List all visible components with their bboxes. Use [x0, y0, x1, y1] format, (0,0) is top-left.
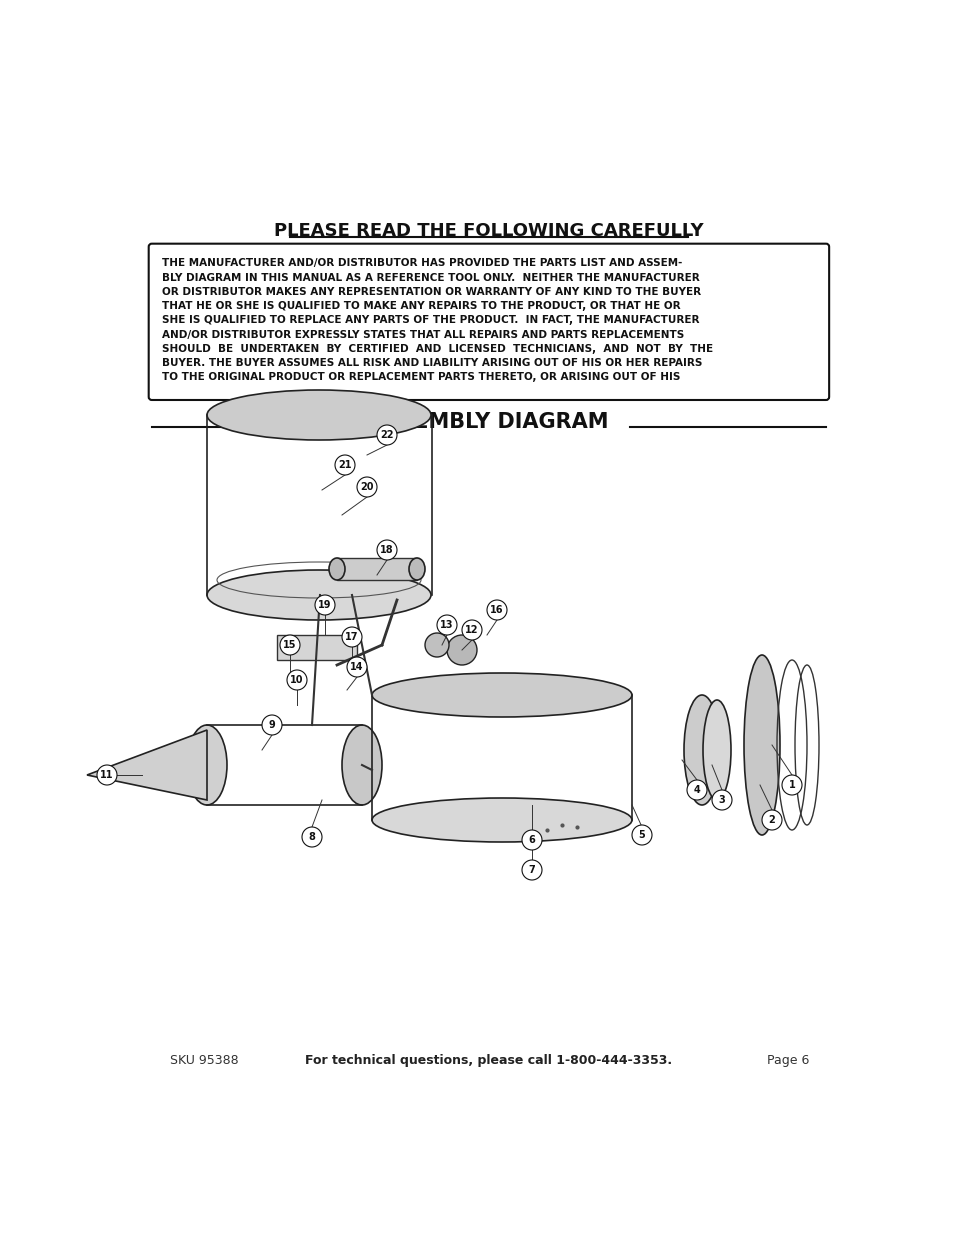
Text: 19: 19 — [318, 600, 332, 610]
Text: 12: 12 — [465, 625, 478, 635]
Ellipse shape — [207, 390, 431, 440]
Text: For technical questions, please call 1-800-444-3353.: For technical questions, please call 1-8… — [305, 1055, 672, 1067]
Text: 8: 8 — [308, 832, 315, 842]
Text: 15: 15 — [283, 640, 296, 650]
Circle shape — [486, 600, 506, 620]
Ellipse shape — [207, 571, 431, 620]
Ellipse shape — [683, 695, 720, 805]
Text: 17: 17 — [345, 632, 358, 642]
Ellipse shape — [743, 655, 780, 835]
Text: AND/OR DISTRIBUTOR EXPRESSLY STATES THAT ALL REPAIRS AND PARTS REPLACEMENTS: AND/OR DISTRIBUTOR EXPRESSLY STATES THAT… — [162, 330, 683, 340]
Text: 14: 14 — [350, 662, 363, 672]
Circle shape — [335, 454, 355, 475]
Circle shape — [521, 860, 541, 881]
Text: 16: 16 — [490, 605, 503, 615]
Text: 5: 5 — [638, 830, 644, 840]
Circle shape — [686, 781, 706, 800]
FancyBboxPatch shape — [149, 243, 828, 400]
Circle shape — [436, 615, 456, 635]
Circle shape — [314, 595, 335, 615]
Text: 9: 9 — [269, 720, 275, 730]
Circle shape — [302, 827, 322, 847]
FancyBboxPatch shape — [276, 635, 356, 659]
Text: 18: 18 — [380, 545, 394, 555]
Circle shape — [347, 657, 367, 677]
Circle shape — [711, 790, 731, 810]
Text: SHE IS QUALIFIED TO REPLACE ANY PARTS OF THE PRODUCT.  IN FACT, THE MANUFACTURER: SHE IS QUALIFIED TO REPLACE ANY PARTS OF… — [162, 315, 699, 325]
Circle shape — [287, 671, 307, 690]
Circle shape — [631, 825, 651, 845]
Text: 20: 20 — [360, 482, 374, 492]
Circle shape — [761, 810, 781, 830]
Circle shape — [280, 635, 299, 655]
Text: 1: 1 — [788, 781, 795, 790]
Ellipse shape — [341, 725, 381, 805]
Text: BLY DIAGRAM IN THIS MANUAL AS A REFERENCE TOOL ONLY.  NEITHER THE MANUFACTURER: BLY DIAGRAM IN THIS MANUAL AS A REFERENC… — [162, 273, 699, 283]
Ellipse shape — [372, 673, 631, 718]
Text: THE MANUFACTURER AND/OR DISTRIBUTOR HAS PROVIDED THE PARTS LIST AND ASSEM-: THE MANUFACTURER AND/OR DISTRIBUTOR HAS … — [162, 258, 681, 268]
Ellipse shape — [187, 725, 227, 805]
Ellipse shape — [424, 634, 449, 657]
Circle shape — [521, 830, 541, 850]
Circle shape — [262, 715, 282, 735]
Ellipse shape — [702, 700, 730, 800]
Ellipse shape — [409, 558, 424, 580]
Text: 6: 6 — [528, 835, 535, 845]
Circle shape — [356, 477, 376, 496]
Text: THAT HE OR SHE IS QUALIFIED TO MAKE ANY REPAIRS TO THE PRODUCT, OR THAT HE OR: THAT HE OR SHE IS QUALIFIED TO MAKE ANY … — [162, 301, 679, 311]
Text: SKU 95388: SKU 95388 — [170, 1055, 238, 1067]
Text: 21: 21 — [338, 459, 352, 471]
Text: 7: 7 — [528, 864, 535, 876]
Text: 3: 3 — [718, 795, 724, 805]
Text: TO THE ORIGINAL PRODUCT OR REPLACEMENT PARTS THERETO, OR ARISING OUT OF HIS: TO THE ORIGINAL PRODUCT OR REPLACEMENT P… — [162, 372, 679, 383]
Ellipse shape — [447, 635, 476, 664]
Ellipse shape — [329, 558, 345, 580]
Text: 2: 2 — [768, 815, 775, 825]
Text: OR DISTRIBUTOR MAKES ANY REPRESENTATION OR WARRANTY OF ANY KIND TO THE BUYER: OR DISTRIBUTOR MAKES ANY REPRESENTATION … — [162, 287, 700, 296]
Text: PLEASE READ THE FOLLOWING CAREFULLY: PLEASE READ THE FOLLOWING CAREFULLY — [274, 222, 703, 241]
Text: 4: 4 — [693, 785, 700, 795]
Text: 13: 13 — [439, 620, 454, 630]
Circle shape — [376, 540, 396, 559]
Polygon shape — [87, 730, 207, 800]
Circle shape — [376, 425, 396, 445]
Text: BUYER. THE BUYER ASSUMES ALL RISK AND LIABILITY ARISING OUT OF HIS OR HER REPAIR: BUYER. THE BUYER ASSUMES ALL RISK AND LI… — [162, 358, 701, 368]
Circle shape — [341, 627, 361, 647]
Text: Page 6: Page 6 — [766, 1055, 808, 1067]
Ellipse shape — [372, 798, 631, 842]
FancyBboxPatch shape — [336, 558, 416, 580]
Text: 11: 11 — [100, 769, 113, 781]
Circle shape — [781, 776, 801, 795]
Text: 22: 22 — [380, 430, 394, 440]
Text: 10: 10 — [290, 676, 303, 685]
Circle shape — [97, 764, 117, 785]
Circle shape — [461, 620, 481, 640]
Text: SHOULD  BE  UNDERTAKEN  BY  CERTIFIED  AND  LICENSED  TECHNICIANS,  AND  NOT  BY: SHOULD BE UNDERTAKEN BY CERTIFIED AND LI… — [162, 343, 712, 353]
Text: ASSEMBLY DIAGRAM: ASSEMBLY DIAGRAM — [369, 411, 608, 431]
